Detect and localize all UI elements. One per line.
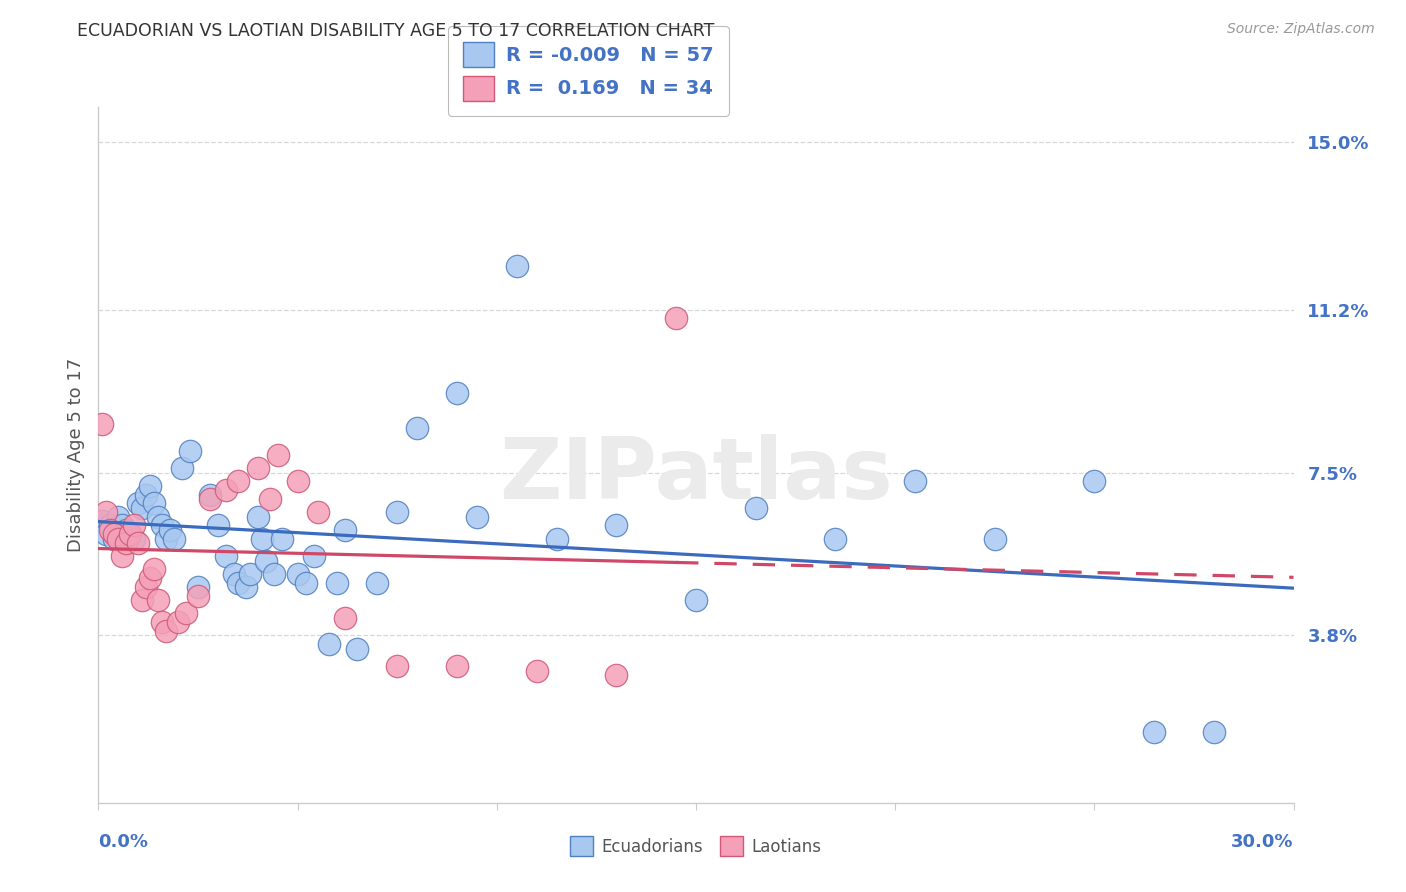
Point [139, 479, 162, 493]
Point [163, 532, 186, 546]
Point [159, 523, 181, 537]
Point [446, 659, 468, 673]
Point [1143, 725, 1166, 739]
Point [115, 536, 138, 550]
Point [103, 527, 125, 541]
Point [222, 566, 245, 581]
Point [139, 571, 162, 585]
Point [263, 566, 285, 581]
Point [174, 607, 197, 621]
Point [385, 659, 409, 673]
Point [143, 562, 166, 576]
Point [215, 483, 238, 497]
Point [96, 505, 118, 519]
Point [506, 259, 529, 273]
Point [385, 505, 409, 519]
Point [124, 518, 146, 533]
Point [107, 509, 129, 524]
Point [131, 593, 153, 607]
Point [685, 593, 707, 607]
Point [235, 580, 257, 594]
Point [155, 624, 177, 638]
Point [131, 500, 153, 515]
Point [91, 514, 114, 528]
Point [120, 527, 142, 541]
Y-axis label: Disability Age 5 to 17: Disability Age 5 to 17 [66, 358, 84, 552]
Point [198, 491, 221, 506]
Point [406, 421, 429, 435]
Point [824, 532, 846, 546]
Point [111, 549, 134, 564]
Point [346, 641, 368, 656]
Point [294, 575, 316, 590]
Point [91, 417, 114, 431]
Point [307, 505, 329, 519]
Point [984, 532, 1007, 546]
Point [155, 532, 177, 546]
Point [207, 518, 229, 533]
Point [302, 549, 325, 564]
Point [246, 509, 269, 524]
Point [366, 575, 388, 590]
Point [96, 527, 118, 541]
Point [335, 523, 357, 537]
Point [745, 500, 768, 515]
Point [270, 532, 292, 546]
Point [98, 523, 122, 537]
Point [226, 575, 249, 590]
Point [546, 532, 568, 546]
Point [148, 593, 170, 607]
Point [1202, 725, 1225, 739]
Point [246, 461, 269, 475]
Point [135, 487, 157, 501]
Point [115, 523, 138, 537]
Text: Source: ZipAtlas.com: Source: ZipAtlas.com [1227, 22, 1375, 37]
Point [187, 589, 209, 603]
Point [226, 475, 249, 489]
Point [665, 311, 688, 326]
Point [127, 496, 149, 510]
Point [124, 532, 146, 546]
Point [127, 536, 149, 550]
Point [143, 496, 166, 510]
Point [107, 532, 129, 546]
Point [526, 664, 548, 678]
Point [465, 509, 488, 524]
Point [103, 532, 125, 546]
Legend: Ecuadorians, Laotians: Ecuadorians, Laotians [562, 828, 830, 864]
Point [267, 448, 290, 462]
Text: ZIPatlas: ZIPatlas [499, 434, 893, 517]
Point [446, 386, 468, 401]
Point [198, 487, 221, 501]
Point [904, 475, 927, 489]
Point [605, 668, 627, 682]
Point [254, 553, 277, 567]
Point [111, 518, 134, 533]
Point [148, 509, 170, 524]
Point [172, 461, 194, 475]
Point [187, 580, 209, 594]
Text: 0.0%: 0.0% [98, 833, 149, 851]
Point [259, 491, 281, 506]
Point [167, 615, 190, 630]
Point [150, 615, 173, 630]
Point [1083, 475, 1105, 489]
Point [318, 637, 340, 651]
Point [605, 518, 627, 533]
Point [287, 566, 309, 581]
Point [215, 549, 238, 564]
Point [335, 611, 357, 625]
Point [120, 527, 142, 541]
Point [239, 566, 262, 581]
Point [150, 518, 173, 533]
Text: ECUADORIAN VS LAOTIAN DISABILITY AGE 5 TO 17 CORRELATION CHART: ECUADORIAN VS LAOTIAN DISABILITY AGE 5 T… [77, 22, 714, 40]
Point [326, 575, 349, 590]
Point [287, 475, 309, 489]
Point [179, 443, 201, 458]
Point [250, 532, 273, 546]
Text: 30.0%: 30.0% [1232, 833, 1294, 851]
Point [135, 580, 157, 594]
Point [98, 518, 122, 533]
